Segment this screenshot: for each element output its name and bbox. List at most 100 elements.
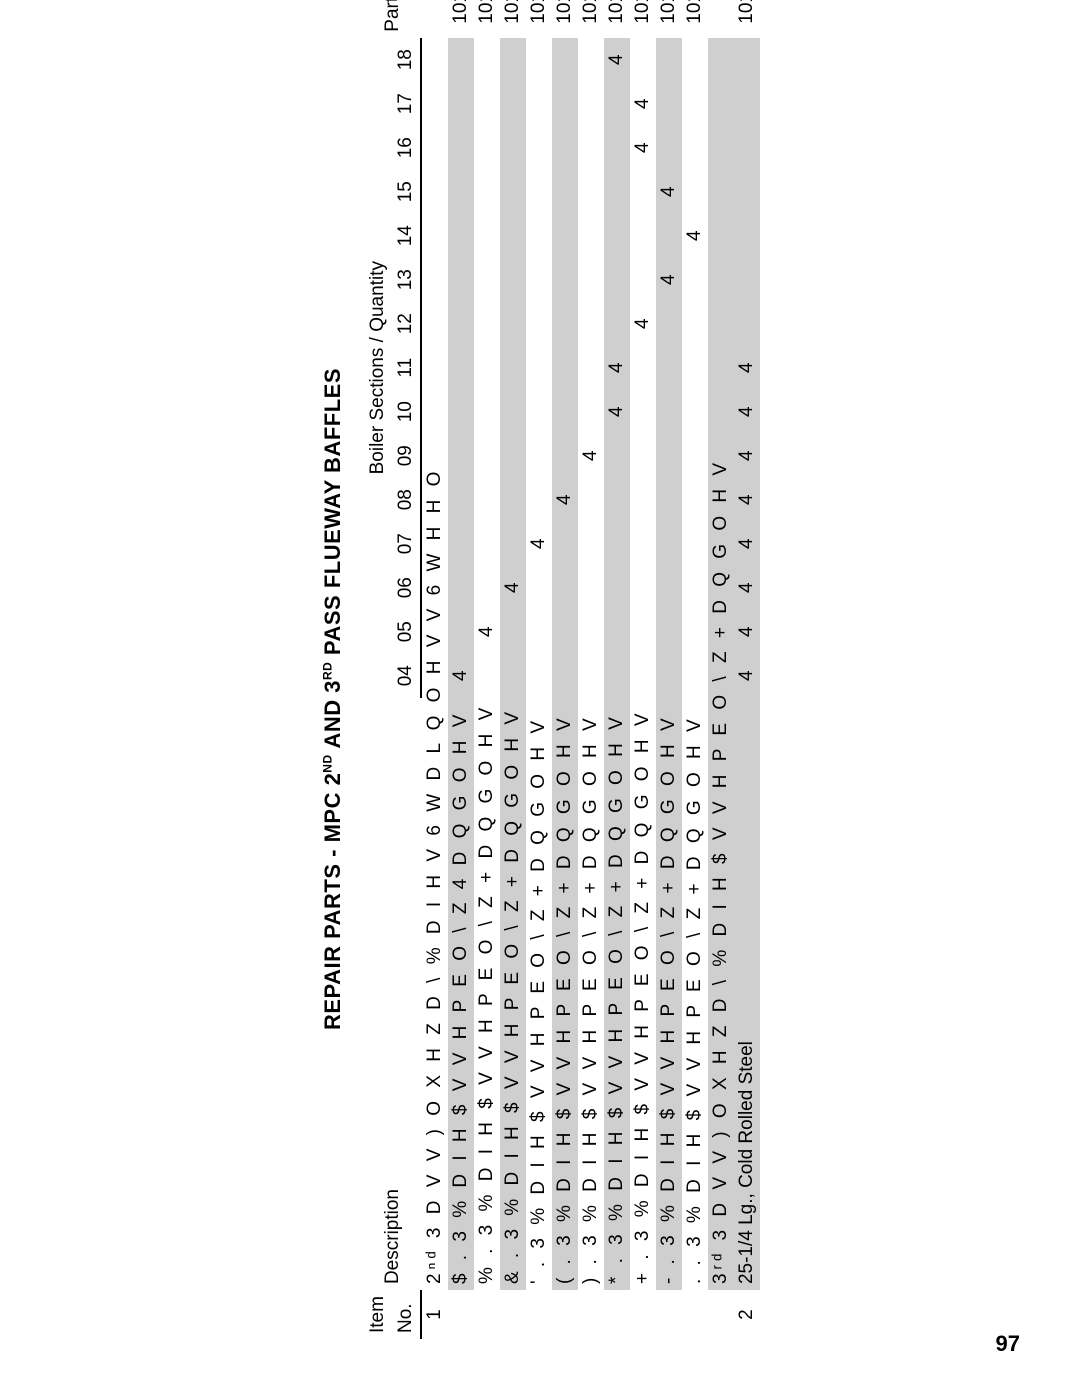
qty-cell: [682, 301, 708, 345]
qty-cell: [474, 81, 500, 125]
qty-cell: [500, 301, 526, 345]
qty-cell: [682, 433, 708, 477]
qty-cell: [500, 257, 526, 301]
qty-cell: [656, 433, 682, 477]
qty-cell: [500, 521, 526, 565]
table-head: Item Description Boiler Sections / Quant…: [364, 0, 421, 1339]
qty-cell: [578, 81, 604, 125]
qty-cell: [500, 169, 526, 213]
qty-cell: [578, 609, 604, 653]
item-no: [708, 1290, 734, 1339]
qty-cell: [604, 565, 630, 609]
item-no: [682, 1290, 708, 1339]
qty-cell: [500, 477, 526, 521]
qty-cell: [552, 521, 578, 565]
qty-cell: 4: [604, 37, 630, 81]
qty-cell: [474, 653, 500, 697]
col-description: Description: [364, 697, 421, 1289]
qty-cell: [552, 565, 578, 609]
table-row: & . 3 % D I H $ V V H P E O \ Z + D Q G …: [500, 0, 526, 1339]
col-17: 17: [392, 81, 421, 125]
qty-cell: [448, 301, 474, 345]
qty-cell: 4: [630, 81, 656, 125]
qty-cell: [604, 433, 630, 477]
qty-cell: [578, 257, 604, 301]
qty-cell: [682, 81, 708, 125]
part-no: [421, 0, 448, 37]
qty-cell: [552, 257, 578, 301]
qty-cell: 4: [734, 565, 760, 609]
part-no: 101652-01: [734, 0, 760, 37]
part-no: 101647-08: [630, 0, 656, 37]
qty-cell: [630, 389, 656, 433]
qty-cell: [474, 345, 500, 389]
qty-cell: [630, 653, 656, 697]
qty-cell: [630, 213, 656, 257]
table-row: - . 3 % D I H $ V V H P E O \ Z + D Q G …: [656, 0, 682, 1339]
qty-cell: [656, 213, 682, 257]
qty-cell: [630, 477, 656, 521]
qty-cell: [734, 213, 760, 257]
qty-cell: [474, 521, 500, 565]
col-13: 13: [392, 257, 421, 301]
qty-cell: [630, 345, 656, 389]
qty-cell: [656, 477, 682, 521]
title-sup-rd: RD: [321, 661, 335, 679]
qty-cell: [552, 301, 578, 345]
qty-cell: [630, 37, 656, 81]
title-part-3: PASS FLUEWAY BAFFLES: [320, 368, 345, 662]
qty-cell: [448, 389, 474, 433]
qty-cell: [578, 301, 604, 345]
qty-cell: [682, 477, 708, 521]
col-08: 08: [392, 477, 421, 521]
qty-cell: [630, 609, 656, 653]
qty-cell: [656, 565, 682, 609]
qty-cell: [682, 389, 708, 433]
qty-cell: [526, 389, 552, 433]
item-no: [474, 1290, 500, 1339]
qty-cell: [578, 389, 604, 433]
col-09: 09: [392, 433, 421, 477]
table-row: . . 3 % D I H $ V V H P E O \ Z + D Q G …: [682, 0, 708, 1339]
qty-cell: [656, 345, 682, 389]
qty-cell: [526, 213, 552, 257]
part-no: 101647-03: [500, 0, 526, 37]
qty-cell: [526, 433, 552, 477]
qty-cell: [656, 81, 682, 125]
row-desc: ) . 3 % D I H $ V V H P E O \ Z + D Q G …: [578, 697, 604, 1289]
qty-cell: [682, 125, 708, 169]
part-no: 101647-05: [552, 0, 578, 37]
qty-cell: 4: [604, 345, 630, 389]
page: REPAIR PARTS - MPC 2ND AND 3RD PASS FLUE…: [0, 0, 1080, 1397]
row-desc: - . 3 % D I H $ V V H P E O \ Z + D Q G …: [656, 697, 682, 1289]
qty-cell: [630, 433, 656, 477]
qty-cell: [526, 169, 552, 213]
qty-cell: 4: [526, 521, 552, 565]
item-no: [656, 1290, 682, 1339]
row-desc: & . 3 % D I H $ V V H P E O \ Z + D Q G …: [500, 697, 526, 1289]
qty-cell: [682, 521, 708, 565]
qty-cell: [474, 389, 500, 433]
item-no: [500, 1290, 526, 1339]
rotated-content: REPAIR PARTS - MPC 2ND AND 3RD PASS FLUE…: [320, 59, 760, 1339]
content-block: REPAIR PARTS - MPC 2ND AND 3RD PASS FLUE…: [320, 59, 760, 1339]
qty-cell: [526, 301, 552, 345]
qty-cell: [656, 521, 682, 565]
title-part-1: REPAIR PARTS - MPC 2: [320, 772, 345, 1029]
qty-cell: [734, 257, 760, 301]
qty-cell: [448, 477, 474, 521]
qty-cell: [682, 169, 708, 213]
qty-cell: [500, 389, 526, 433]
qty-cell: [526, 609, 552, 653]
qty-cell: [526, 37, 552, 81]
table-row: 225-1/4 Lg., Cold Rolled Steel4444444410…: [734, 0, 760, 1339]
title-part-2: AND 3: [320, 680, 345, 754]
qty-cell: 4: [552, 477, 578, 521]
qty-cell: 4: [734, 389, 760, 433]
qty-cell: [526, 125, 552, 169]
qty-cell: [448, 565, 474, 609]
qty-cell: [734, 125, 760, 169]
qty-cell: [604, 81, 630, 125]
table-row: ' . 3 % D I H $ V V H P E O \ Z + D Q G …: [526, 0, 552, 1339]
qty-cell: 4: [500, 565, 526, 609]
